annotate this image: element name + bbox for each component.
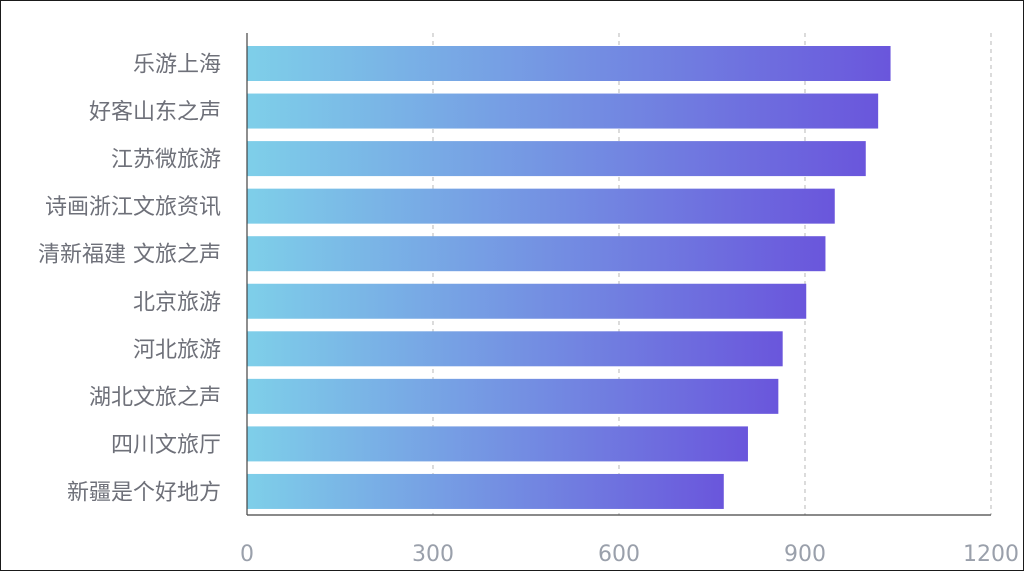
bar[interactable] — [247, 331, 783, 367]
bar[interactable] — [247, 473, 724, 509]
axes — [246, 33, 991, 516]
x-tick-label: 300 — [412, 542, 454, 567]
bars — [247, 46, 891, 509]
category-label: 清新福建 文旅之声 — [38, 243, 221, 268]
bar[interactable] — [247, 188, 835, 224]
x-tick-label: 0 — [240, 542, 254, 567]
category-label: 江苏微旅游 — [111, 148, 221, 173]
bar[interactable] — [247, 426, 748, 462]
x-tick-label: 1200 — [963, 542, 1019, 567]
bar[interactable] — [247, 46, 891, 81]
category-label: 新疆是个好地方 — [67, 480, 221, 505]
category-label: 诗画浙江文旅资讯 — [45, 195, 221, 220]
x-tick-label: 600 — [598, 542, 640, 567]
category-label: 好客山东之声 — [89, 100, 221, 125]
category-label: 四川文旅厅 — [111, 433, 221, 458]
category-label: 乐游上海 — [133, 53, 221, 78]
bar[interactable] — [247, 378, 779, 414]
x-tick-label: 900 — [784, 542, 826, 567]
category-label: 河北旅游 — [133, 338, 221, 363]
bar[interactable] — [247, 141, 866, 177]
bar[interactable] — [247, 283, 807, 319]
category-label: 湖北文旅之声 — [89, 385, 221, 410]
tick-labels: 0 300 600 900 1200 — [240, 542, 1019, 567]
bar[interactable] — [247, 236, 826, 272]
bar[interactable] — [247, 93, 879, 129]
category-label: 北京旅游 — [133, 290, 221, 315]
